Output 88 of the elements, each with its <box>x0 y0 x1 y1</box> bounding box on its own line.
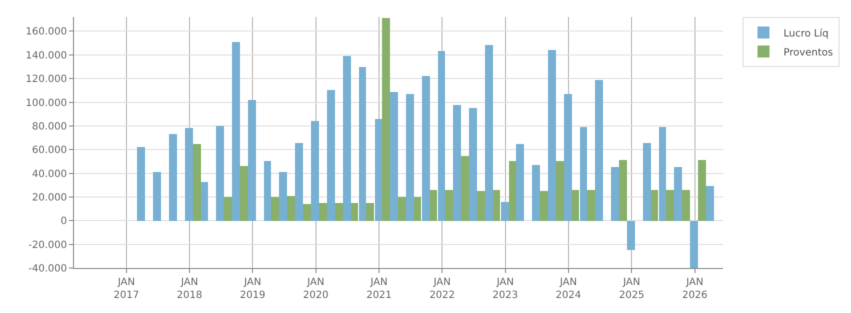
bar <box>303 204 311 221</box>
bar <box>572 190 579 221</box>
bar <box>690 221 698 268</box>
bar <box>674 167 682 221</box>
bar <box>375 119 382 221</box>
bar <box>611 167 619 221</box>
bar <box>532 165 540 221</box>
bar <box>469 108 477 221</box>
legend-label: Lucro Líq <box>783 28 829 40</box>
y-tick-label: 60.000 <box>32 145 67 156</box>
bar <box>438 51 445 221</box>
bar <box>453 105 461 221</box>
bar <box>509 161 516 221</box>
bar <box>390 92 398 221</box>
bar <box>422 76 430 221</box>
x-tick-label: JAN 2018 <box>176 277 202 301</box>
y-tick-label: 0 <box>60 216 67 228</box>
bar <box>240 166 248 221</box>
bar <box>295 143 303 221</box>
bar <box>216 126 224 221</box>
bar <box>651 190 658 221</box>
bar <box>351 203 358 221</box>
y-tick-label: -20.000 <box>28 240 67 251</box>
x-tick-label: JAN 2023 <box>492 277 518 301</box>
bar <box>548 50 556 221</box>
bar <box>311 121 319 221</box>
y-tick-label: 20.000 <box>32 192 67 204</box>
bar <box>580 127 587 221</box>
x-tick-label: JAN 2025 <box>618 277 644 301</box>
x-tick-label: JAN 2019 <box>240 277 266 301</box>
bar <box>153 172 161 221</box>
x-tick-label: JAN 2017 <box>114 277 140 301</box>
bar <box>287 196 295 221</box>
bar <box>343 56 351 221</box>
bar <box>698 160 706 221</box>
bar <box>485 45 493 221</box>
bar <box>627 221 635 250</box>
bar <box>595 80 603 221</box>
bar <box>659 127 666 221</box>
bar <box>382 18 390 221</box>
bar <box>264 161 271 221</box>
y-tick-label: 40.000 <box>32 168 67 180</box>
bar <box>414 197 421 221</box>
bar <box>666 190 674 221</box>
bar <box>516 144 524 221</box>
bar <box>564 94 572 221</box>
x-tick-label: JAN 2026 <box>682 277 708 301</box>
bar <box>406 94 414 221</box>
bar <box>540 191 548 221</box>
x-tick-label: JAN 2021 <box>366 277 392 301</box>
bar <box>359 67 366 221</box>
bar <box>185 128 193 221</box>
bar <box>501 202 509 221</box>
y-tick-label: -40.000 <box>28 264 67 274</box>
bar <box>224 197 232 221</box>
bar <box>477 191 485 221</box>
bar <box>193 144 201 221</box>
bar <box>493 190 500 221</box>
y-tick-label: 120.000 <box>26 74 67 86</box>
bar <box>706 186 714 221</box>
x-tick-label: JAN 2022 <box>429 277 455 301</box>
bar <box>279 172 287 221</box>
bar <box>430 190 437 221</box>
y-tick-label: 140.000 <box>26 50 67 62</box>
bar <box>587 190 595 221</box>
bar <box>398 197 406 221</box>
bar <box>619 160 627 221</box>
bar <box>335 203 343 221</box>
legend-label: Proventos <box>783 47 833 58</box>
bar <box>201 182 208 221</box>
bar <box>248 100 256 221</box>
x-tick-label: JAN 2024 <box>556 277 582 301</box>
bar <box>271 197 279 221</box>
bar <box>461 156 469 221</box>
x-tick-label: JAN 2020 <box>303 277 328 301</box>
bar <box>682 190 690 221</box>
bar <box>319 203 327 221</box>
y-tick-label: 80.000 <box>32 121 67 132</box>
bar <box>556 161 564 221</box>
bar <box>643 143 651 221</box>
bar <box>137 147 145 221</box>
y-tick-label: 160.000 <box>26 26 67 38</box>
bar <box>169 134 177 221</box>
bar <box>366 203 374 221</box>
bar <box>232 42 240 221</box>
bar <box>445 190 453 221</box>
bar <box>327 90 335 221</box>
y-tick-label: 100.000 <box>26 98 67 109</box>
